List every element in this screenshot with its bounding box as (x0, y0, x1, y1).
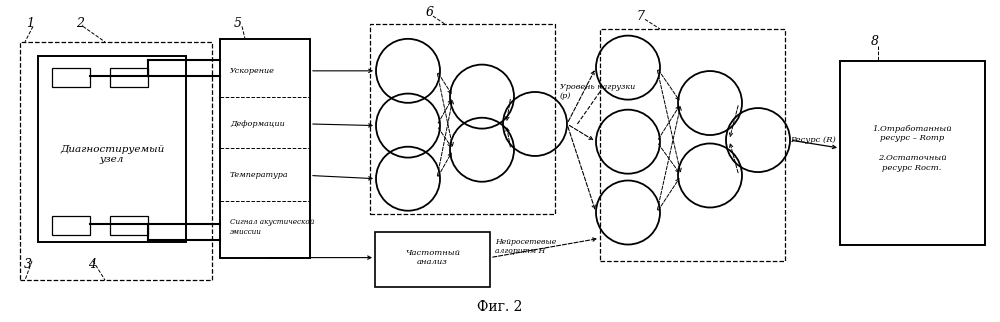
Text: Диагностируемый
узел: Диагностируемый узел (60, 145, 164, 164)
FancyBboxPatch shape (375, 232, 490, 287)
Text: 4: 4 (88, 258, 96, 270)
Text: 5: 5 (234, 17, 242, 30)
FancyBboxPatch shape (110, 68, 148, 87)
Text: Уровень нагрузки
(р): Уровень нагрузки (р) (560, 83, 635, 100)
Text: 2: 2 (76, 17, 84, 30)
Text: Деформации: Деформации (230, 120, 285, 128)
FancyBboxPatch shape (840, 61, 985, 245)
Text: Нейросетевые
алгоритм Н: Нейросетевые алгоритм Н (495, 238, 556, 255)
Text: Сигнал акустической
эмиссии: Сигнал акустической эмиссии (230, 218, 314, 236)
Text: 1: 1 (26, 17, 34, 30)
FancyBboxPatch shape (110, 216, 148, 235)
Text: 3: 3 (24, 258, 32, 270)
Text: Ресурс (R): Ресурс (R) (790, 136, 836, 144)
FancyBboxPatch shape (52, 68, 90, 87)
Text: Частотный
анализ: Частотный анализ (405, 249, 460, 266)
Text: Фиг. 2: Фиг. 2 (477, 300, 523, 314)
Text: Температура: Температура (230, 172, 289, 179)
Text: 8: 8 (871, 35, 879, 48)
Text: Ускорение: Ускорение (230, 67, 275, 75)
FancyBboxPatch shape (52, 216, 90, 235)
FancyBboxPatch shape (220, 39, 310, 258)
Text: 7: 7 (636, 10, 644, 23)
FancyBboxPatch shape (38, 56, 186, 241)
Text: 6: 6 (426, 6, 434, 19)
Text: 1.Отработанный
ресурс – Rотр

2.Остаточный
ресурс Rост.: 1.Отработанный ресурс – Rотр 2.Остаточны… (872, 125, 952, 172)
